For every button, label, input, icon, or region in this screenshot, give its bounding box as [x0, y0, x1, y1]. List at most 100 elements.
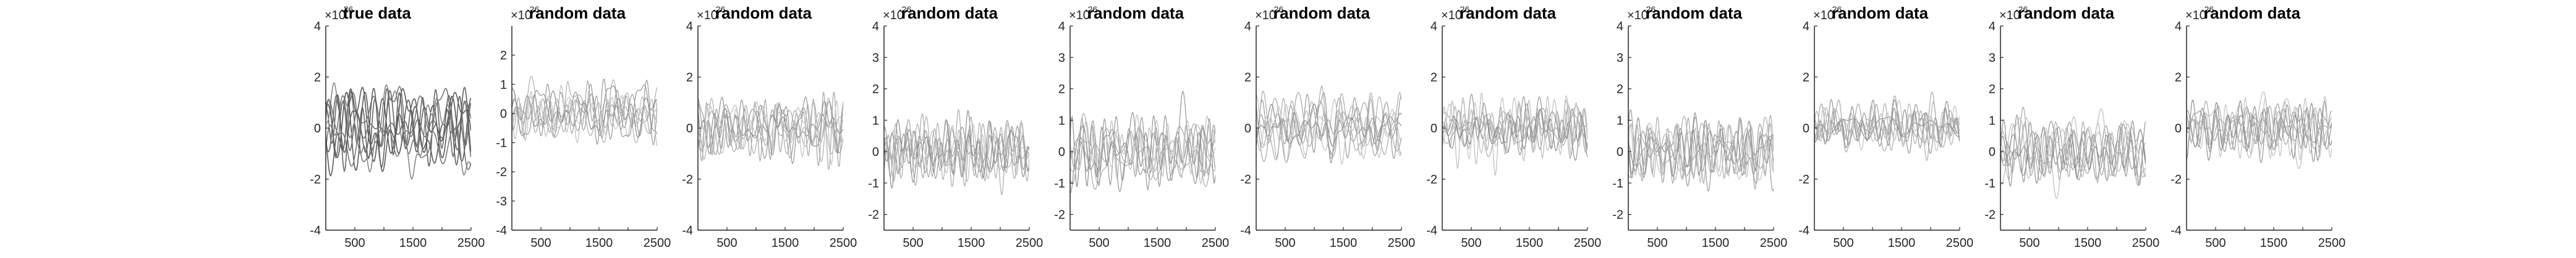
series-line-6	[1070, 113, 1215, 190]
series-group	[2000, 106, 2146, 199]
y-tick-label: 4	[686, 20, 693, 33]
x-tick-label: 500	[530, 236, 551, 250]
y-tick-label: 1	[1989, 114, 1996, 127]
x-tick-label: 2500	[1016, 236, 1044, 250]
series-line-8	[1814, 99, 1960, 149]
series-line-7	[884, 132, 1029, 174]
series-line-4	[1256, 104, 1401, 151]
x-tick-label: 2500	[2132, 236, 2160, 250]
y-tick-label: 0	[872, 145, 879, 159]
y-tick-label: -2	[1798, 173, 1809, 187]
y-tick-label: 2	[1058, 83, 1065, 97]
y-tick-label: -4	[1798, 224, 1809, 238]
series-line-7	[1070, 114, 1215, 185]
x-tick-label: 1500	[1702, 236, 1730, 250]
y-tick-label: 2	[500, 49, 507, 62]
axis-exponent: ×10	[1627, 9, 1648, 22]
x-tick-label: 1500	[1888, 236, 1916, 250]
chart-title: random data	[2018, 4, 2115, 22]
series-line-6	[512, 98, 657, 133]
axis-exponent-power: -26	[1643, 4, 1656, 14]
series-line-7	[326, 95, 471, 167]
axis-exponent: ×10	[1255, 9, 1276, 22]
x-tick-label: 2500	[2318, 236, 2346, 250]
x-tick-label: 2500	[457, 236, 485, 250]
series-group	[1814, 91, 1960, 161]
y-tick-label: -2	[2170, 173, 2182, 187]
axis-exponent-power: -26	[713, 4, 725, 14]
chart-title: random data	[901, 4, 998, 22]
chart-title: random data	[1832, 4, 1929, 22]
y-tick-label: -2	[1426, 173, 1437, 187]
series-line-4	[698, 101, 843, 155]
axis-exponent-power: -26	[1271, 4, 1283, 14]
y-tick-label: -4	[1426, 224, 1437, 238]
series-line-3	[1628, 109, 1774, 192]
series-line-8	[512, 84, 657, 137]
series-group	[1256, 85, 1401, 165]
axis-exponent: ×10	[1441, 9, 1462, 22]
chart-title: random data	[715, 4, 812, 22]
y-tick-label: 0	[1058, 145, 1065, 159]
x-tick-label: 2500	[644, 236, 671, 250]
series-line-3	[884, 120, 1029, 179]
x-tick-label: 500	[1275, 236, 1295, 250]
axis-exponent: ×10	[325, 9, 346, 22]
series-line-7	[1256, 95, 1401, 165]
chart-title: true data	[343, 4, 411, 22]
x-tick-label: 2500	[1760, 236, 1788, 250]
series-line-8	[2000, 114, 2146, 187]
y-tick-label: -2	[868, 209, 879, 222]
y-tick-label: 1	[1617, 114, 1623, 127]
y-tick-label: -2	[1240, 173, 1251, 187]
y-tick-label: 0	[1803, 122, 1809, 135]
series-line-6	[1442, 111, 1588, 157]
axis-exponent: ×10	[1069, 9, 1090, 22]
y-tick-label: -4	[2170, 224, 2182, 238]
chart-title: random data	[529, 4, 626, 22]
y-tick-label: 4	[1058, 20, 1065, 33]
series-line-2	[512, 80, 657, 139]
y-tick-label: -1	[1984, 177, 1996, 191]
axis-exponent-power: -26	[899, 4, 911, 14]
y-tick-label: 0	[1430, 122, 1437, 135]
x-tick-label: 2500	[1946, 236, 1974, 250]
y-tick-label: 3	[1617, 51, 1623, 65]
y-tick-label: 0	[686, 122, 693, 135]
series-group	[1442, 92, 1588, 176]
series-line-6	[1814, 91, 1960, 153]
y-tick-label: 4	[2175, 20, 2182, 33]
series-line-5	[326, 98, 471, 158]
chart-title: random data	[1087, 4, 1184, 22]
y-tick-label: 0	[1617, 145, 1623, 159]
series-group	[698, 91, 843, 170]
x-tick-label: 1500	[1144, 236, 1171, 250]
x-tick-label: 500	[1833, 236, 1853, 250]
y-tick-label: 0	[1989, 145, 1996, 159]
series-line-7	[1442, 95, 1588, 160]
y-tick-label: 0	[1244, 122, 1251, 135]
axis-exponent-power: -26	[2201, 4, 2214, 14]
y-tick-label: 3	[872, 51, 879, 65]
x-tick-label: 500	[903, 236, 923, 250]
y-tick-label: -1	[868, 177, 879, 191]
y-tick-label: 1	[1058, 114, 1065, 127]
axis-exponent-power: -26	[1829, 4, 1842, 14]
axis-exponent-power: -26	[527, 4, 539, 14]
y-tick-label: 4	[872, 20, 879, 33]
y-tick-label: -1	[1054, 177, 1065, 191]
series-line-2	[2000, 106, 2146, 186]
y-tick-label: 1	[872, 114, 879, 127]
y-tick-label: -4	[682, 224, 693, 238]
y-tick-label: 3	[1058, 51, 1065, 65]
x-tick-label: 500	[1461, 236, 1481, 250]
series-line-3	[2000, 121, 2146, 181]
y-tick-label: -3	[496, 195, 507, 209]
